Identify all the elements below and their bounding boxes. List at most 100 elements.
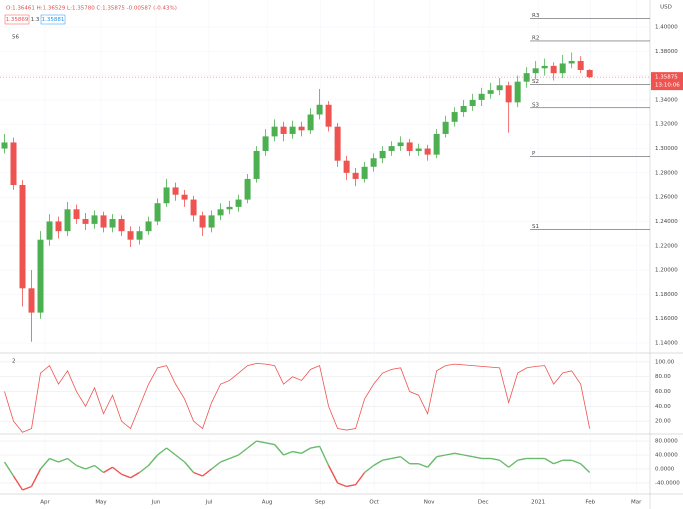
candle-body [109,219,116,228]
momentum-segment [22,485,32,491]
candle-body [370,158,377,167]
momentum-segment [274,444,285,456]
candle-body [415,148,422,151]
sell-button[interactable] [4,14,30,25]
momentum-segment [337,482,347,488]
candle-body [100,215,107,228]
momentum-segment [327,465,339,484]
momentum-segment [130,471,140,479]
momentum-segment [3,461,15,477]
momentum-segment [112,466,122,475]
candle-body [469,99,476,106]
candle-body [523,73,530,82]
momentum-segment [39,458,51,470]
y-tick-label: 1.20000 [655,268,678,274]
candle-body [163,187,170,204]
sell-price[interactable]: 1.35869 [6,17,29,23]
y-tick-label: 0.0000 [655,466,675,472]
x-tick-label: Feb [585,500,595,506]
y-tick-label: 40.00 [655,404,671,410]
candle-body [307,114,314,131]
momentum-segment [445,452,455,456]
momentum-segment [265,442,275,446]
candle-body [334,126,341,161]
momentum-segment [517,457,527,461]
momentum-segment [418,463,428,468]
momentum-segment [301,447,311,454]
candle-body [55,221,62,232]
momentum-segment [166,447,176,456]
momentum-segment [121,473,131,479]
y-tick-label: 1.34000 [655,97,678,103]
candle-body [325,104,332,127]
spread: 1.3 [31,17,40,23]
candle-body [514,81,521,103]
candle-body [460,105,467,113]
candle-body [118,219,125,232]
momentum-segment [508,459,519,468]
candle-body [10,142,17,185]
candle-body [226,206,233,210]
momentum-segment [238,447,249,456]
pivot-label: P [532,151,536,157]
x-tick-label: Dec [478,500,489,506]
y-tick-label: 20.00 [655,419,671,425]
y-tick-label: 1.32000 [655,122,678,128]
momentum-segment [454,452,464,456]
last-price: 1.35875 [655,75,678,81]
pivot-label: R2 [532,35,539,41]
y-tick-label: 1.28000 [655,170,678,176]
momentum-segment [463,454,473,458]
candle-body [37,239,44,313]
buy-button[interactable] [40,14,66,25]
momentum-segment [292,450,302,454]
candle-body [19,184,26,289]
candle-body [136,231,143,240]
candle-body [289,126,296,134]
candle-body [433,133,440,155]
candle-body [208,215,215,228]
y-tick-label: 1.18000 [655,292,678,298]
y-tick-label: -40.0000 [655,480,680,486]
candle-body [451,112,458,122]
pivot-label: S2 [532,79,539,85]
candle-body [352,172,359,179]
candle-body [199,215,206,228]
momentum-segment [12,475,24,491]
x-tick-label: Oct [369,500,379,506]
momentum-segment [247,440,258,449]
oscillator-line [4,362,591,433]
momentum-segment [391,456,401,460]
candle-body [181,194,188,200]
candle-body [388,146,395,151]
y-tick-label: 1.16000 [655,316,678,322]
x-tick-label: Jul [205,500,213,506]
ohlc-readout: O:1.36461 H:1.36529 L:1.35780 C:1.35875 … [6,6,177,12]
candle-body [190,199,197,216]
candle-body [82,219,89,224]
y-tick-label: 100.00 [655,359,675,365]
x-tick-label: Aug [262,500,273,506]
candle-body [253,150,260,179]
momentum-segment [30,468,42,487]
candle-body [271,126,278,137]
momentum-segment [310,445,320,449]
buy-price[interactable]: 1.35881 [42,17,65,23]
candle-body [586,69,593,78]
candle-body [424,148,431,155]
momentum-segment [544,457,555,465]
x-tick-label: May [95,500,107,506]
candle-body [397,142,404,147]
y-tick-label: 1.38000 [655,49,678,55]
y-tick-label: 1.22000 [655,243,678,249]
pane-label: 56 [12,35,19,41]
x-tick-label: Nov [424,500,435,506]
momentum-segment [85,464,95,470]
momentum-segment [175,454,185,463]
candle-body [64,209,71,232]
pivot-label: R3 [532,13,540,19]
last-price-box [651,72,683,91]
candle-body [217,209,224,216]
